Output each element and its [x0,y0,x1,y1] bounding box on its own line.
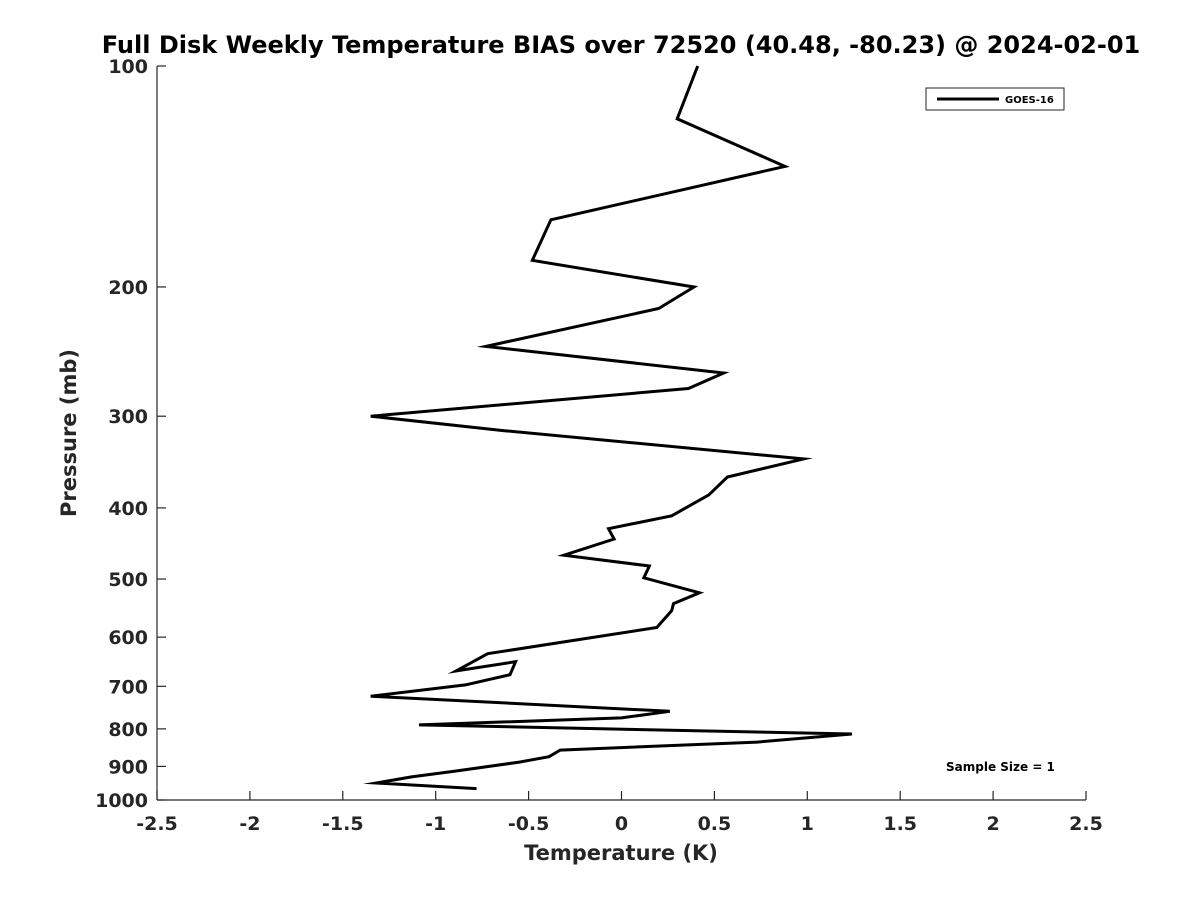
y-tick-label: 200 [108,277,148,299]
x-tick-label: 0.5 [698,813,732,835]
y-axis-label: Pressure (mb) [57,349,81,517]
x-tick-label: 0 [615,813,628,835]
y-tick-label: 600 [108,627,148,649]
x-tick-label: 1.5 [883,813,917,835]
x-tick-label: -0.5 [508,813,550,835]
y-tick-label: 400 [108,498,148,520]
x-tick-label: -1.5 [322,813,364,835]
chart-title: Full Disk Weekly Temperature BIAS over 7… [102,31,1141,59]
x-tick-label: 1 [801,813,814,835]
x-tick-label: -2 [239,813,260,835]
legend-label-goes-16: GOES-16 [1005,95,1054,106]
y-ticks: 100 200 300 400 500 600 700 800 900 1000 [95,56,166,812]
y-tick-label: 700 [108,676,148,698]
y-tick-label: 1000 [95,790,148,812]
y-tick-label: 500 [108,569,148,591]
sample-size-annotation: Sample Size = 1 [946,760,1055,774]
x-tick-label: -2.5 [136,813,178,835]
series-line-goes-16 [362,65,853,791]
series-layer [362,65,853,791]
x-axis-label: Temperature (K) [524,841,718,865]
x-tick-label: 2.5 [1069,813,1103,835]
y-tick-label: 900 [108,756,148,778]
x-tick-label: -1 [425,813,446,835]
x-tick-label: 2 [986,813,999,835]
legend: GOES-16 [925,87,1065,111]
x-ticks: -2.5 -2 -1.5 -1 -0.5 0 0.5 1 1.5 2 2.5 [136,791,1103,835]
y-tick-label: 100 [108,56,148,78]
y-tick-label: 300 [108,406,148,428]
y-tick-label: 800 [108,719,148,741]
